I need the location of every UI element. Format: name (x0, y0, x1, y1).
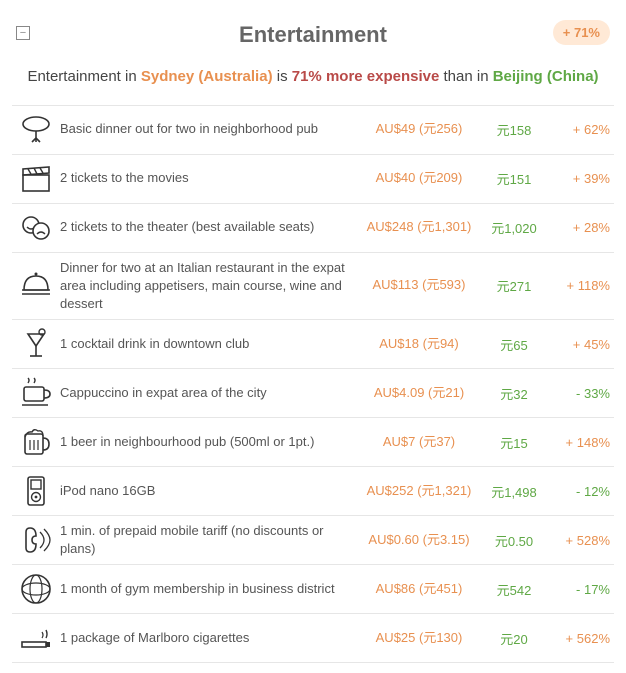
phone-icon (12, 522, 60, 558)
price-city1: AU$25 (元130) (364, 630, 474, 647)
price-diff: + 62% (554, 122, 614, 137)
city2-name: Beijing (China) (493, 68, 599, 85)
price-city2: 元0.50 (474, 531, 554, 550)
item-desc: Dinner for two at an Italian restaurant … (60, 259, 364, 314)
price-city1: AU$40 (元209) (364, 170, 474, 187)
gym-icon (12, 571, 60, 607)
diff-badge: + 71% (553, 20, 610, 45)
collapse-icon[interactable]: − (16, 26, 30, 40)
table-row: 1 beer in neighbourhood pub (500ml or 1p… (12, 418, 614, 467)
subtitle-pct: 71% more expensive (292, 68, 440, 85)
cloche-icon (12, 268, 60, 304)
price-diff: + 118% (554, 278, 614, 293)
price-city2: 元1,498 (474, 482, 554, 501)
price-diff: + 562% (554, 631, 614, 646)
price-city2: 元65 (474, 335, 554, 354)
table-row: Dinner for two at an Italian restaurant … (12, 253, 614, 321)
price-city1: AU$49 (元256) (364, 121, 474, 138)
item-desc: 1 month of gym membership in business di… (60, 580, 364, 598)
price-city1: AU$4.09 (元21) (364, 385, 474, 402)
price-diff: + 28% (554, 220, 614, 235)
item-desc: 1 package of Marlboro cigarettes (60, 629, 364, 647)
cocktail-icon (12, 326, 60, 362)
subtitle-mid: is (273, 68, 292, 85)
price-city1: AU$113 (元593) (364, 277, 474, 294)
subtitle-after: than in (439, 68, 492, 85)
item-desc: 1 beer in neighbourhood pub (500ml or 1p… (60, 433, 364, 451)
price-city2: 元1,020 (474, 218, 554, 237)
item-desc: iPod nano 16GB (60, 482, 364, 500)
header: − Entertainment + 71% (12, 10, 614, 56)
item-desc: 2 tickets to the movies (60, 169, 364, 187)
price-city2: 元32 (474, 384, 554, 403)
item-desc: 2 tickets to the theater (best available… (60, 218, 364, 236)
subtitle-lead: Entertainment in (27, 68, 140, 85)
price-city1: AU$252 (元1,321) (364, 483, 474, 500)
table-row: 2 tickets to the movies AU$40 (元209) 元15… (12, 155, 614, 204)
price-diff: - 12% (554, 484, 614, 499)
table-row: 1 cocktail drink in downtown club AU$18 … (12, 320, 614, 369)
price-diff: - 17% (554, 582, 614, 597)
table-row: Basic dinner out for two in neighborhood… (12, 105, 614, 155)
city1-name: Sydney (Australia) (141, 68, 273, 85)
cig-icon (12, 620, 60, 656)
table-row: 1 month of gym membership in business di… (12, 565, 614, 614)
price-city1: AU$0.60 (元3.15) (364, 532, 474, 549)
price-city1: AU$86 (元451) (364, 581, 474, 598)
price-diff: + 39% (554, 171, 614, 186)
table-row: iPod nano 16GB AU$252 (元1,321) 元1,498 - … (12, 467, 614, 516)
price-diff: + 45% (554, 337, 614, 352)
clapper-icon (12, 161, 60, 197)
price-city2: 元542 (474, 580, 554, 599)
table-row: 2 tickets to the theater (best available… (12, 204, 614, 253)
item-desc: 1 cocktail drink in downtown club (60, 335, 364, 353)
item-desc: 1 min. of prepaid mobile tariff (no disc… (60, 522, 364, 558)
price-city2: 元158 (474, 120, 554, 139)
item-desc: Cappuccino in expat area of the city (60, 384, 364, 402)
sausage-icon (12, 112, 60, 148)
item-rows: Basic dinner out for two in neighborhood… (12, 105, 614, 664)
beer-icon (12, 424, 60, 460)
price-diff: + 528% (554, 533, 614, 548)
price-city1: AU$7 (元37) (364, 434, 474, 451)
table-row: 1 package of Marlboro cigarettes AU$25 (… (12, 614, 614, 663)
table-row: Cappuccino in expat area of the city AU$… (12, 369, 614, 418)
subtitle: Entertainment in Sydney (Australia) is 7… (12, 56, 614, 105)
ipod-icon (12, 473, 60, 509)
price-city1: AU$18 (元94) (364, 336, 474, 353)
price-diff: + 148% (554, 435, 614, 450)
theater-icon (12, 210, 60, 246)
price-city2: 元271 (474, 276, 554, 295)
item-desc: Basic dinner out for two in neighborhood… (60, 120, 364, 138)
price-city2: 元20 (474, 629, 554, 648)
table-row: 1 min. of prepaid mobile tariff (no disc… (12, 516, 614, 565)
page-title: Entertainment (12, 22, 614, 48)
price-diff: - 33% (554, 386, 614, 401)
price-city2: 元15 (474, 433, 554, 452)
price-city1: AU$248 (元1,301) (364, 219, 474, 236)
price-city2: 元151 (474, 169, 554, 188)
coffee-icon (12, 375, 60, 411)
